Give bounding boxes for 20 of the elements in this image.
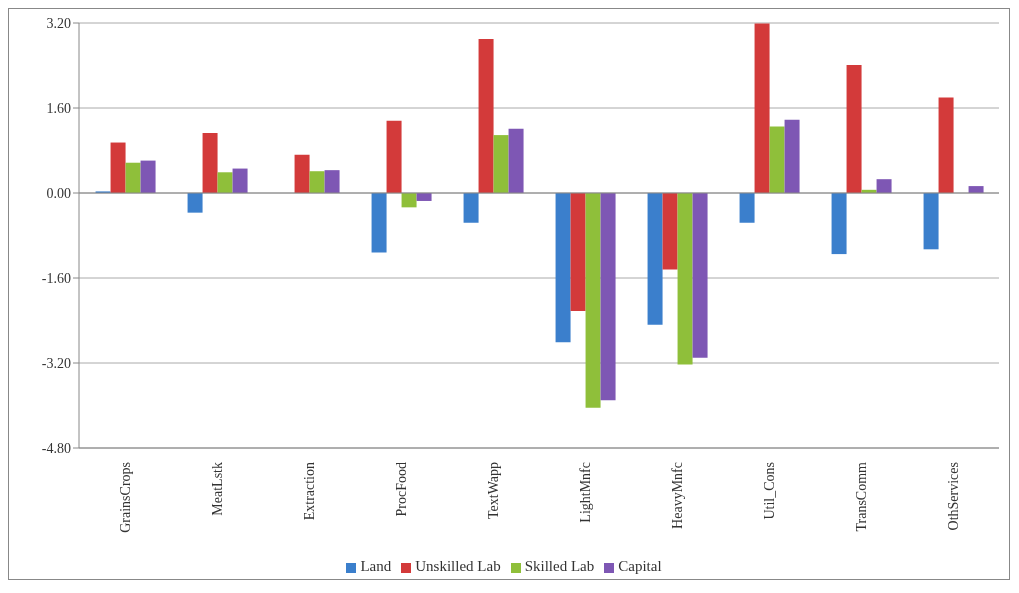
x-tick-label: GrainsCrops xyxy=(118,462,133,533)
x-tick-label: OthServices xyxy=(946,462,961,531)
x-tick-label: ProcFood xyxy=(394,462,409,517)
legend-label: Unskilled Lab xyxy=(415,558,501,574)
x-tick-label: HeavyMnfc xyxy=(670,462,685,529)
x-tick-label: LightMnfc xyxy=(578,462,593,523)
x-tick-label: MeatLstk xyxy=(210,462,225,516)
x-tick-label: Util_Cons xyxy=(762,462,777,520)
y-tick-label: 1.60 xyxy=(46,100,71,116)
y-tick-label: 0.00 xyxy=(46,185,71,201)
x-tick-label: TransComm xyxy=(854,461,869,532)
x-tick-label: TextWapp xyxy=(486,462,501,519)
y-tick-label: -4.80 xyxy=(41,440,71,456)
y-tick-label: -1.60 xyxy=(41,270,71,286)
y-tick-label: -3.20 xyxy=(41,355,71,371)
legend-label: Skilled Lab xyxy=(524,558,595,574)
x-tick-label: Extraction xyxy=(302,462,317,521)
legend-label: Capital xyxy=(618,558,662,574)
y-tick-label: 3.20 xyxy=(46,15,71,31)
legend-label: Land xyxy=(360,558,392,574)
